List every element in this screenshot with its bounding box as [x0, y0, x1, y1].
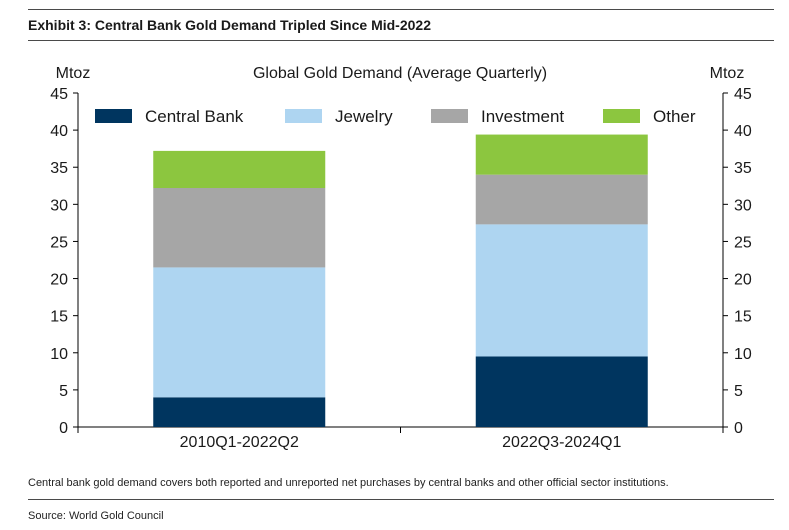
y-tick-label-left: 45: [50, 86, 68, 103]
y-tick-label-right: 15: [734, 309, 752, 326]
legend-swatch: [603, 109, 640, 123]
y-tick-label-left: 10: [50, 346, 68, 363]
legend-label: Other: [653, 107, 696, 126]
bar-segment-other: [475, 134, 648, 175]
y-tick-label-right: 40: [734, 123, 752, 140]
y-tick-label-left: 40: [50, 123, 68, 140]
y-tick-label-left: 0: [59, 420, 68, 437]
legend-label: Investment: [481, 107, 564, 126]
bar-segment-other: [153, 150, 326, 189]
y-tick-label-left: 15: [50, 309, 68, 326]
y-tick-label-left: 30: [50, 197, 68, 214]
y-tick-label-right: 20: [734, 272, 752, 289]
legend: Central Bank Jewelry Investment Other: [95, 107, 696, 126]
bar-segment-investment: [153, 188, 326, 268]
bar-segment-central-bank: [475, 356, 648, 427]
x-tick-label: 2010Q1-2022Q2: [180, 434, 299, 451]
y-tick-label-right: 5: [734, 383, 743, 400]
bar-segment-investment: [475, 174, 648, 225]
bar-segment-jewelry: [475, 224, 648, 357]
y-tick-label-left: 35: [50, 160, 68, 177]
y-tick-label-right: 10: [734, 346, 752, 363]
chart-title: Global Gold Demand (Average Quarterly): [253, 65, 547, 82]
legend-label: Jewelry: [335, 107, 393, 126]
legend-swatch: [431, 109, 468, 123]
y-axis-label-left: Mtoz: [56, 65, 91, 82]
x-tick-label: 2022Q3-2024Q1: [502, 434, 621, 451]
title-rule: [28, 40, 774, 41]
footnote-rule: [28, 499, 774, 500]
y-tick-label-right: 30: [734, 197, 752, 214]
y-tick-label-left: 25: [50, 234, 68, 251]
y-tick-label-left: 20: [50, 272, 68, 289]
legend-swatch: [285, 109, 322, 123]
stacked-bar-chart: Global Gold Demand (Average Quarterly) M…: [50, 65, 752, 451]
exhibit-title: Exhibit 3: Central Bank Gold Demand Trip…: [28, 17, 431, 33]
bar-segment-jewelry: [153, 267, 326, 398]
legend-swatch: [95, 109, 132, 123]
y-tick-label-right: 0: [734, 420, 743, 437]
legend-label: Central Bank: [145, 107, 244, 126]
y-axis-label-right: Mtoz: [710, 65, 745, 82]
y-tick-label-right: 45: [734, 86, 752, 103]
footnote: Central bank gold demand covers both rep…: [28, 477, 669, 489]
bar-segment-central-bank: [153, 397, 326, 427]
y-tick-label-right: 35: [734, 160, 752, 177]
source-note: Source: World Gold Council: [28, 510, 164, 522]
y-tick-label-left: 5: [59, 383, 68, 400]
top-rule: [28, 9, 774, 10]
y-tick-label-right: 25: [734, 234, 752, 251]
